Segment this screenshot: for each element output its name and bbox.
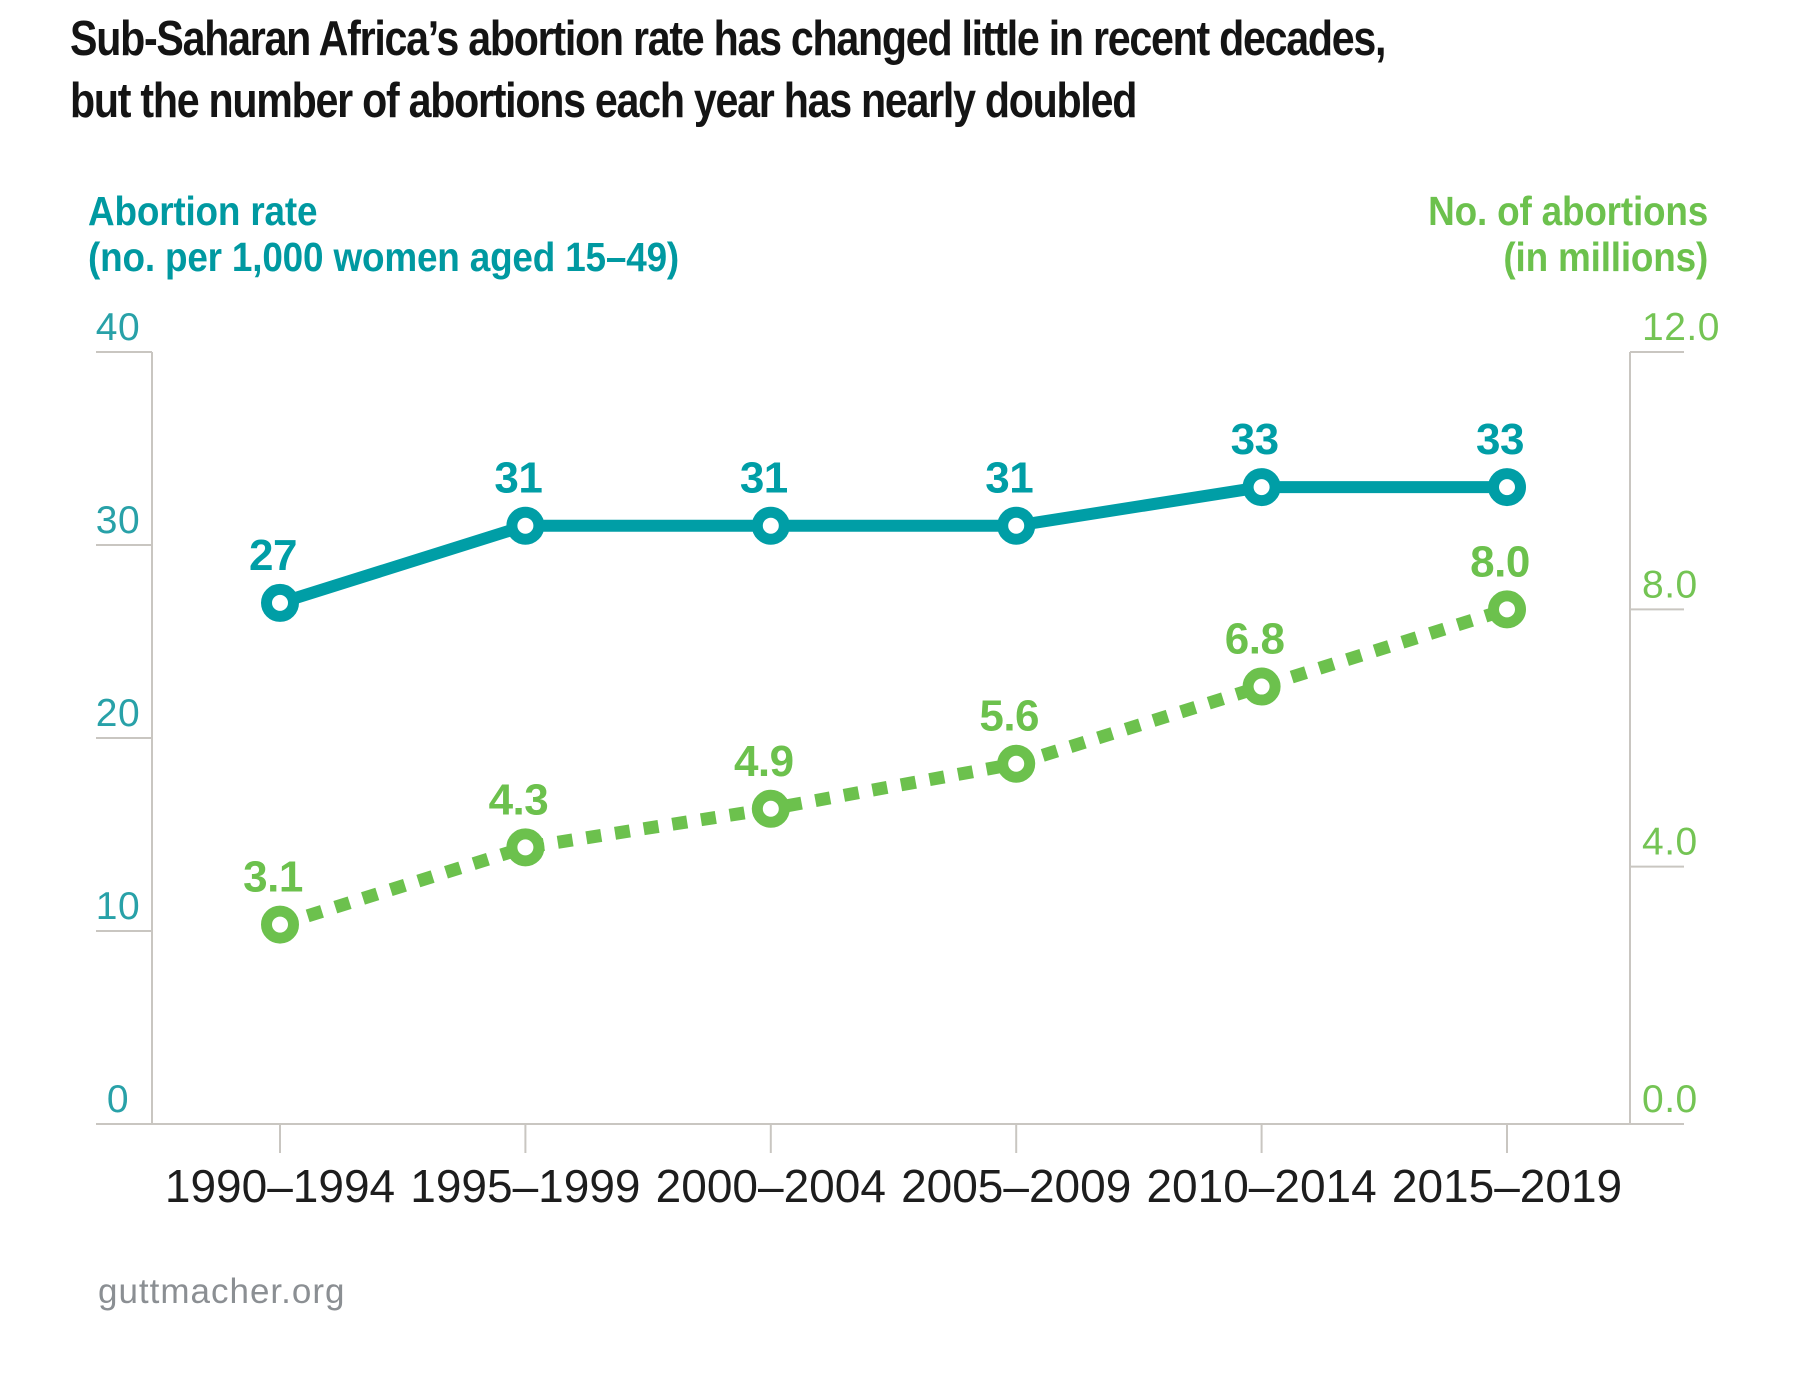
x-axis-category-label: 2015–2019 bbox=[1392, 1160, 1622, 1212]
data-point-label: 4.9 bbox=[734, 737, 794, 786]
x-axis-category-label: 1990–1994 bbox=[165, 1160, 395, 1212]
data-point-marker bbox=[506, 828, 545, 867]
data-point-label: 31 bbox=[740, 454, 788, 503]
data-point-label: 31 bbox=[494, 454, 542, 503]
data-point-label: 4.3 bbox=[489, 775, 549, 824]
left-axis-title-main: Abortion rate bbox=[88, 188, 318, 234]
data-point-marker bbox=[997, 744, 1036, 783]
chart-title-line1: Sub-Saharan Africa’s abortion rate has c… bbox=[70, 12, 1386, 66]
data-point-label: 8.0 bbox=[1470, 537, 1530, 586]
data-point-marker bbox=[1488, 468, 1526, 507]
data-point-marker bbox=[751, 506, 790, 545]
data-point-marker bbox=[1488, 590, 1526, 629]
chart-title-line2: but the number of abortions each year ha… bbox=[70, 74, 1137, 128]
right-axis-title-sub: (in millions) bbox=[1503, 234, 1708, 280]
y-axis-left-tick-label: 10 bbox=[96, 885, 140, 928]
chart-title: Sub-Saharan Africa’s abortion rate has c… bbox=[70, 8, 1386, 132]
data-point-label: 5.6 bbox=[979, 692, 1039, 741]
y-axis-right-tick-label: 0.0 bbox=[1642, 1078, 1698, 1121]
y-axis-right-tick-label: 12.0 bbox=[1642, 306, 1720, 349]
data-point-label: 3.1 bbox=[243, 853, 303, 902]
data-point-marker bbox=[506, 506, 545, 545]
x-axis-category-label: 2010–2014 bbox=[1146, 1160, 1376, 1212]
y-axis-left-tick-label: 20 bbox=[96, 692, 140, 735]
source-link[interactable]: guttmacher.org bbox=[98, 1272, 346, 1311]
y-axis-left-tick-label: 30 bbox=[96, 499, 140, 542]
data-point-marker bbox=[261, 905, 299, 944]
left-axis-title-sub: (no. per 1,000 women aged 15–49) bbox=[88, 234, 680, 280]
x-axis-category-label: 2005–2009 bbox=[901, 1160, 1131, 1212]
data-point-marker bbox=[1242, 667, 1281, 706]
left-axis-title: Abortion rate (no. per 1,000 women aged … bbox=[88, 188, 679, 280]
y-axis-left-tick-label: 40 bbox=[96, 306, 140, 349]
data-point-marker bbox=[997, 506, 1036, 545]
data-point-label: 27 bbox=[249, 531, 297, 580]
data-point-marker bbox=[261, 583, 299, 622]
y-axis-left-tick-label: 0 bbox=[107, 1078, 129, 1121]
series-line-abortion-rate bbox=[278, 481, 1507, 609]
data-point-label: 6.8 bbox=[1225, 615, 1285, 664]
data-point-label: 31 bbox=[985, 454, 1033, 503]
data-point-label: 33 bbox=[1231, 415, 1279, 464]
y-axis-right-tick-label: 4.0 bbox=[1642, 821, 1698, 864]
data-point-marker bbox=[1242, 468, 1281, 507]
y-axis-right-tick-label: 8.0 bbox=[1642, 563, 1698, 606]
right-axis-title: No. of abortions (in millions) bbox=[1428, 188, 1708, 280]
x-axis-category-label: 2000–2004 bbox=[656, 1160, 886, 1212]
data-point-label: 33 bbox=[1476, 415, 1524, 464]
x-axis-category-label: 1995–1999 bbox=[410, 1160, 640, 1212]
series-line-abortion-count bbox=[278, 603, 1509, 931]
data-point-marker bbox=[751, 789, 790, 828]
right-axis-title-main: No. of abortions bbox=[1428, 188, 1708, 234]
